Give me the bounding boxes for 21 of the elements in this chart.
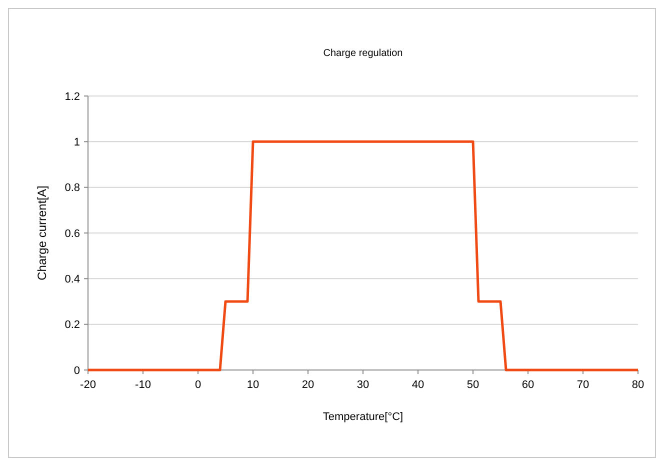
x-tick-label: 60: [522, 379, 534, 391]
x-tick-label: 0: [194, 379, 202, 391]
y-tick-label: 0.4: [64, 274, 80, 286]
x-tick-label: 70: [576, 379, 590, 391]
x-tick-label: 50: [466, 379, 480, 391]
x-tick-label: 10: [246, 379, 260, 391]
x-tick-label: 30: [356, 379, 370, 391]
y-axis-title: Charge current[A]: [35, 186, 49, 280]
x-axis-title: Temperature[°C]: [322, 411, 404, 423]
y-tick-label: 0.8: [64, 182, 80, 194]
x-tick-label: -10: [135, 379, 151, 391]
y-tick-label: 1: [74, 136, 80, 149]
x-tick-label: -20: [80, 379, 96, 391]
y-tick-label: 0.6: [64, 228, 80, 240]
x-tick-label: 20: [302, 379, 314, 391]
x-tick-label: 80: [632, 379, 644, 391]
y-tick-label: 1.2: [64, 90, 80, 103]
x-tick-label: 40: [412, 379, 424, 391]
y-tick-label: 0: [74, 364, 80, 377]
y-tick-label: 0.2: [64, 319, 80, 332]
chart-title: Charge regulation: [323, 48, 403, 59]
